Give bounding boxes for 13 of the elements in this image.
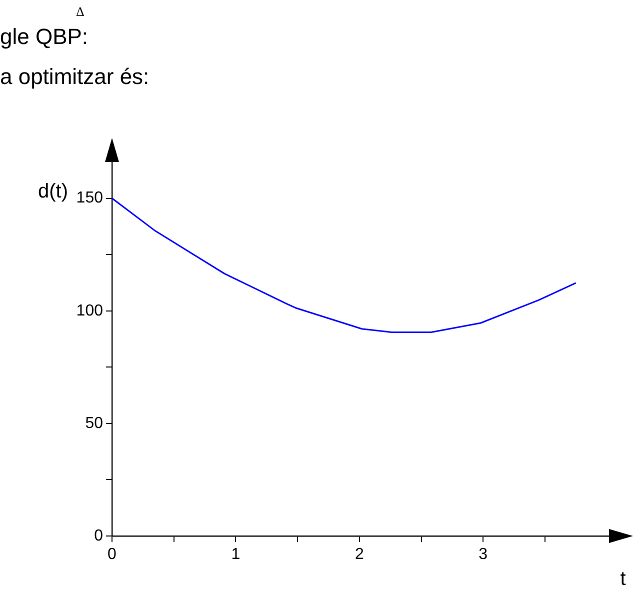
x-tick-label: 1	[231, 546, 240, 564]
y-tick-label: 50	[85, 414, 104, 432]
text: a optimitzar és:	[0, 64, 150, 90]
x-tick-label: 0	[108, 546, 117, 564]
text: gle QBP:	[0, 24, 88, 50]
x-tick-label: 3	[478, 546, 488, 564]
x-tick-label: 2	[354, 546, 364, 564]
y-axis-title: d(t)	[38, 180, 68, 203]
y-tick-label: 150	[76, 190, 104, 207]
text: Δ	[76, 4, 84, 20]
y-tick-label: 0	[94, 527, 104, 544]
y-tick-label: 100	[76, 302, 104, 320]
x-axis-title: t	[620, 568, 626, 589]
